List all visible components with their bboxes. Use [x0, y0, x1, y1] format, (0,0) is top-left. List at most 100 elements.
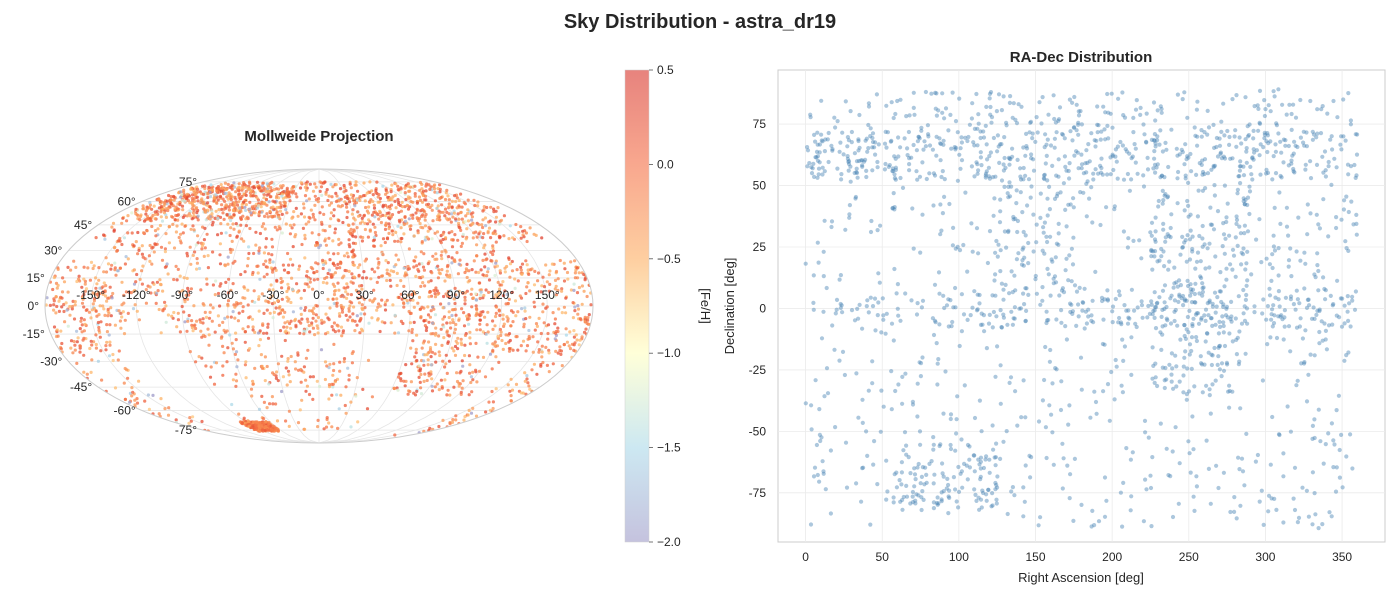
mollweide-point [360, 306, 364, 310]
mollweide-point [457, 262, 461, 266]
mollweide-point [293, 317, 298, 321]
mollweide-point [408, 389, 412, 394]
mollweide-point [59, 329, 63, 333]
radec-point [1276, 289, 1281, 294]
mollweide-point [396, 198, 400, 202]
radec-point [1222, 183, 1227, 188]
mollweide-point [526, 281, 530, 285]
mollweide-point [459, 192, 463, 196]
radec-point [1076, 122, 1081, 127]
mollweide-point [286, 369, 291, 373]
mollweide-point [164, 215, 168, 219]
radec-point [1194, 311, 1199, 316]
radec-point [979, 311, 984, 316]
radec-point [822, 218, 827, 223]
mollweide-point [395, 283, 399, 288]
mollweide-point [199, 320, 203, 324]
radec-point [1224, 360, 1229, 365]
mollweide-point [292, 223, 296, 227]
mollweide-point [390, 198, 394, 202]
mollweide-point [546, 323, 551, 327]
radec-point [953, 448, 958, 453]
mollweide-point [106, 314, 110, 318]
mollweide-point [237, 229, 241, 233]
radec-point [1289, 111, 1294, 117]
mollweide-point [82, 277, 86, 281]
radec-point [1188, 228, 1193, 233]
radec-point [940, 91, 945, 96]
radec-point [1271, 233, 1276, 238]
mollweide-point [383, 308, 388, 312]
mollweide-point [140, 244, 144, 248]
radec-point [1105, 297, 1110, 302]
radec-point [1153, 326, 1159, 331]
mollweide-point [447, 255, 451, 259]
mollweide-point [103, 313, 107, 317]
radec-point [1312, 491, 1317, 496]
mollweide-point [439, 302, 443, 306]
mollweide-point [210, 212, 214, 216]
radec-point [1105, 298, 1110, 303]
mollweide-point [273, 225, 277, 229]
radec-point [1283, 143, 1288, 148]
radec-point [953, 305, 958, 310]
mollweide-point [524, 317, 528, 321]
radec-point [1074, 102, 1079, 107]
radec-point [975, 307, 980, 312]
radec-point [1241, 287, 1246, 293]
radec-point [1177, 379, 1182, 384]
mollweide-point [271, 270, 275, 274]
radec-point [1013, 288, 1018, 293]
radec-point [895, 282, 901, 287]
radec-point [1236, 294, 1241, 299]
mollweide-point [396, 224, 400, 228]
mollweide-point [349, 425, 353, 429]
radec-point [826, 130, 831, 136]
radec-point [1159, 254, 1164, 259]
mollweide-point [87, 310, 91, 314]
radec-points [803, 87, 1360, 531]
radec-point [1195, 214, 1200, 219]
mollweide-point [280, 231, 284, 235]
mollweide-point [110, 263, 114, 267]
radec-point [1208, 222, 1213, 227]
mollweide-point [363, 227, 367, 232]
mollweide-point [523, 379, 527, 383]
mollweide-point [385, 271, 389, 276]
mollweide-point [173, 207, 177, 211]
mollweide-point [415, 216, 419, 220]
mollweide-point [329, 217, 333, 221]
mollweide-point [327, 268, 331, 272]
mollweide-point [200, 356, 204, 360]
mollweide-point [287, 263, 291, 267]
radec-point [829, 143, 834, 148]
radec-point [1084, 170, 1089, 175]
mollweide-point [362, 297, 366, 301]
mollweide-point [436, 276, 440, 280]
mollweide-point [347, 307, 351, 311]
mollweide-point [490, 367, 494, 371]
mollweide-point [201, 317, 205, 321]
radec-point [1070, 262, 1076, 267]
mollweide-point [551, 362, 555, 366]
mollweide-point [257, 309, 261, 313]
mollweide-point [329, 275, 333, 279]
radec-point [1303, 261, 1308, 266]
mollweide-point [163, 247, 167, 251]
radec-point [944, 303, 950, 308]
mollweide-point [577, 343, 581, 347]
radec-point [823, 137, 828, 142]
radec-point [1110, 154, 1115, 159]
mollweide-point [342, 357, 347, 361]
mollweide-point [306, 278, 310, 282]
radec-point [1188, 287, 1193, 292]
radec-point [1346, 350, 1351, 355]
mollweide-point [446, 275, 450, 279]
radec-point [1008, 94, 1013, 99]
mollweide-point [527, 272, 531, 276]
radec-point [1233, 235, 1238, 240]
mollweide-point [148, 259, 152, 263]
radec-point [931, 447, 936, 452]
radec-point [935, 502, 940, 507]
mollweide-point [429, 294, 434, 298]
